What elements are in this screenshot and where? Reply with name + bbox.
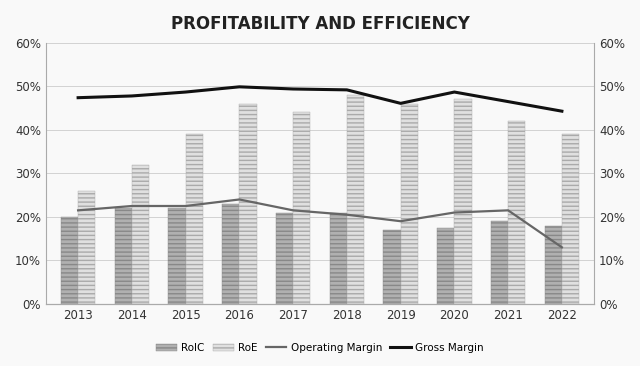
- Bar: [383, 230, 401, 304]
- Operating Margin: [289, 208, 297, 213]
- Gross Margin: [182, 90, 189, 94]
- Gross Margin: [558, 109, 566, 113]
- Bar: [222, 204, 239, 304]
- Bar: [239, 104, 257, 304]
- Operating Margin: [74, 208, 82, 213]
- Bar: [115, 208, 132, 304]
- Operating Margin: [182, 204, 189, 208]
- Bar: [562, 134, 579, 304]
- Gross Margin: [343, 88, 351, 92]
- Operating Margin: [558, 245, 566, 250]
- Bar: [491, 221, 508, 304]
- Operating Margin: [397, 219, 404, 223]
- Gross Margin: [397, 101, 404, 105]
- Gross Margin: [236, 85, 243, 89]
- Operating Margin: [128, 204, 136, 208]
- Bar: [347, 95, 364, 304]
- Bar: [508, 121, 525, 304]
- Bar: [545, 225, 562, 304]
- Bar: [78, 191, 95, 304]
- Gross Margin: [289, 87, 297, 91]
- Operating Margin: [343, 213, 351, 217]
- Bar: [401, 104, 418, 304]
- Operating Margin: [504, 208, 512, 213]
- Gross Margin: [451, 90, 458, 94]
- Operating Margin: [236, 197, 243, 202]
- Gross Margin: [74, 96, 82, 100]
- Operating Margin: [451, 210, 458, 215]
- Bar: [437, 228, 454, 304]
- Bar: [276, 213, 293, 304]
- Bar: [293, 112, 310, 304]
- Title: PROFITABILITY AND EFFICIENCY: PROFITABILITY AND EFFICIENCY: [171, 15, 469, 33]
- Bar: [330, 213, 347, 304]
- Gross Margin: [128, 94, 136, 98]
- Bar: [168, 208, 186, 304]
- Bar: [186, 134, 203, 304]
- Line: Gross Margin: Gross Margin: [78, 87, 562, 111]
- Legend: RoIC, RoE, Operating Margin, Gross Margin: RoIC, RoE, Operating Margin, Gross Margi…: [152, 339, 488, 357]
- Bar: [454, 100, 472, 304]
- Bar: [61, 217, 78, 304]
- Line: Operating Margin: Operating Margin: [78, 199, 562, 247]
- Bar: [132, 165, 149, 304]
- Gross Margin: [504, 100, 512, 104]
